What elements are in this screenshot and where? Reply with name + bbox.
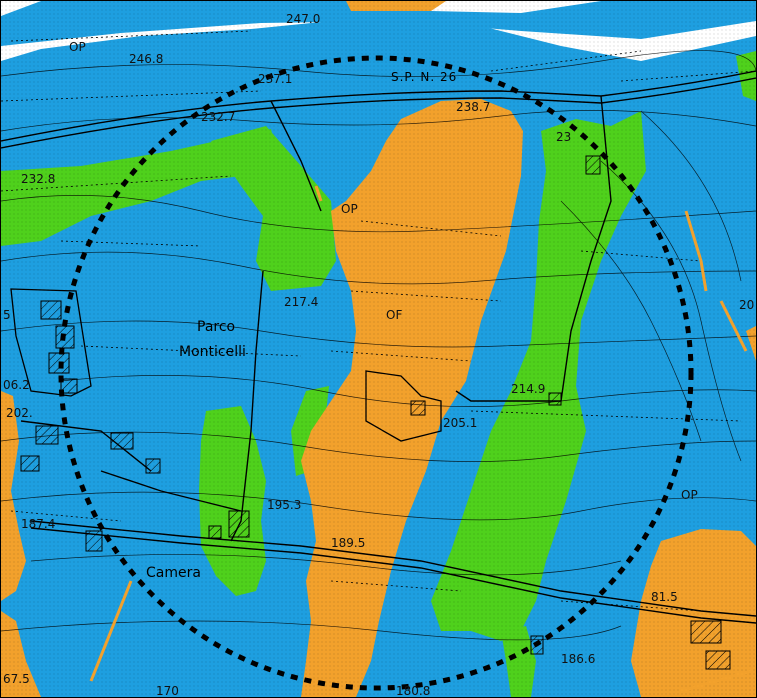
elevation-label: 217.4 bbox=[284, 295, 318, 309]
building-block-left bbox=[10, 288, 92, 397]
buildings bbox=[20, 155, 731, 670]
elevation-label: OP bbox=[681, 488, 698, 502]
elevation-label: 202. bbox=[6, 406, 33, 420]
elevation-label: 247.0 bbox=[286, 12, 320, 26]
park-label: Parco bbox=[197, 319, 235, 335]
elevation-label: 237.1 bbox=[258, 72, 292, 86]
elevation-label: 189.5 bbox=[331, 536, 365, 550]
elevation-label: 232.7 bbox=[201, 110, 235, 124]
elevation-label: OP bbox=[341, 202, 358, 216]
elevation-label: 67.5 bbox=[3, 672, 30, 686]
elevation-label: 5 bbox=[3, 308, 11, 322]
elevation-label: 170 bbox=[156, 684, 179, 697]
elevation-label: 187.4 bbox=[21, 517, 55, 531]
orange-paths bbox=[89, 185, 752, 693]
elevation-label: 246.8 bbox=[129, 52, 163, 66]
elevation-label: 186.6 bbox=[561, 652, 595, 666]
buffer-circle bbox=[58, 55, 694, 691]
roads bbox=[1, 70, 756, 624]
elevation-label: OF bbox=[386, 308, 402, 322]
embankment-ticks bbox=[1, 30, 756, 612]
elevation-label: OP bbox=[69, 40, 86, 54]
road-label: S.P. N. 26 bbox=[391, 70, 457, 84]
park-label: Monticelli bbox=[179, 344, 246, 360]
elevation-label: 180.8 bbox=[396, 684, 430, 697]
elevation-label: 81.5 bbox=[651, 590, 678, 604]
elevation-label: 205.1 bbox=[443, 416, 477, 430]
elevation-label: 214.9 bbox=[511, 382, 545, 396]
building-block-center bbox=[365, 370, 442, 442]
elevation-label: 23 bbox=[556, 130, 571, 144]
elevation-label: 232.8 bbox=[21, 172, 55, 186]
place-label-camera: Camera bbox=[146, 565, 201, 581]
elevation-label: 20 bbox=[739, 298, 754, 312]
elevation-label: 06.2 bbox=[3, 378, 30, 392]
elevation-label: 238.7 bbox=[456, 100, 490, 114]
elevation-label: 195.3 bbox=[267, 498, 301, 512]
